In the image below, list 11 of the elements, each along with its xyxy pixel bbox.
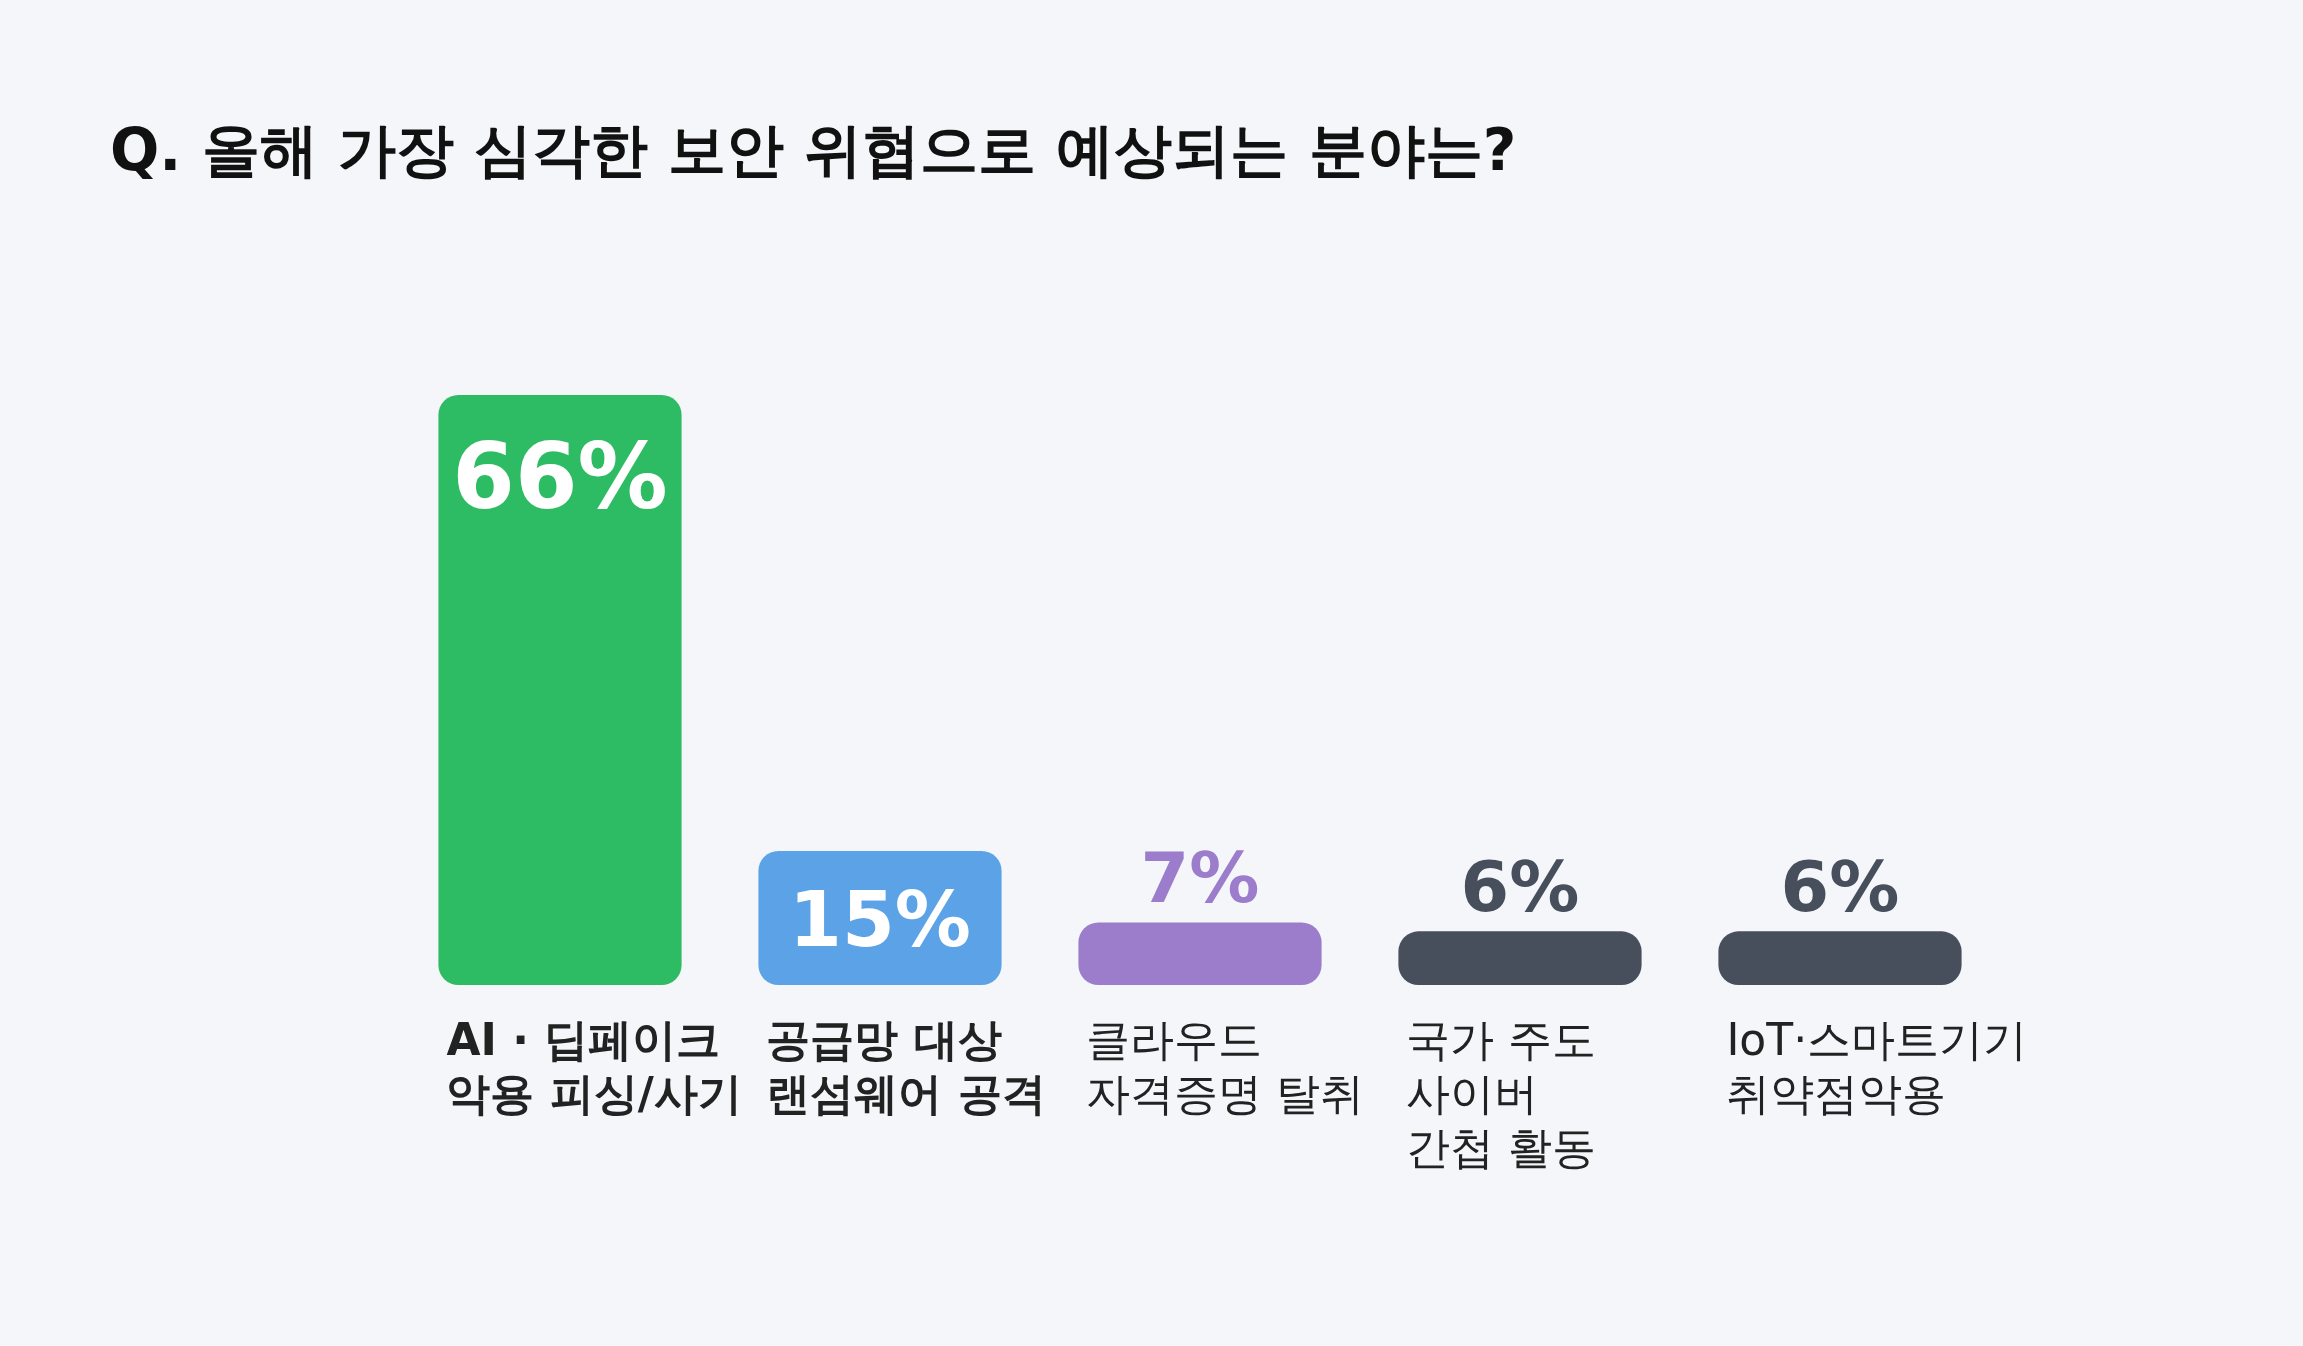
data-label: 6% [1780, 846, 1900, 929]
x-tick-label: AI · 딥페이크 악용 피싱/사기 [446, 1014, 742, 1119]
x-tick-label: IoT·스마트기기 취약점악용 [1726, 1014, 2028, 1119]
data-label: 66% [452, 423, 668, 529]
chart-title: Q. 올해 가장 심각한 보안 위협으로 예상되는 분야는? [110, 116, 1517, 184]
x-tick-label: 공급망 대상 랜섬웨어 공격 [766, 1014, 1046, 1119]
x-tick-label: 국가 주도 사이버 간첩 활동 [1406, 1014, 1597, 1173]
data-label: 6% [1460, 846, 1580, 929]
data-label: 7% [1140, 837, 1260, 920]
data-label: 15% [789, 874, 971, 964]
x-tick-label: 클라우드 자격증명 탈취 [1086, 1014, 1365, 1119]
